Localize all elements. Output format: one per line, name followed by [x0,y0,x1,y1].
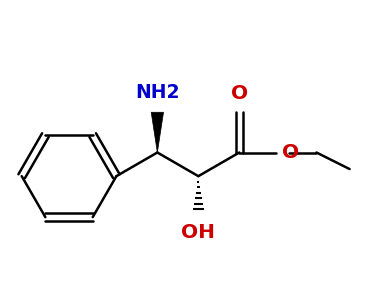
Text: O: O [231,84,248,103]
Polygon shape [151,112,164,152]
Text: OH: OH [181,224,215,242]
Text: O: O [282,143,299,162]
Text: NH2: NH2 [135,83,179,102]
